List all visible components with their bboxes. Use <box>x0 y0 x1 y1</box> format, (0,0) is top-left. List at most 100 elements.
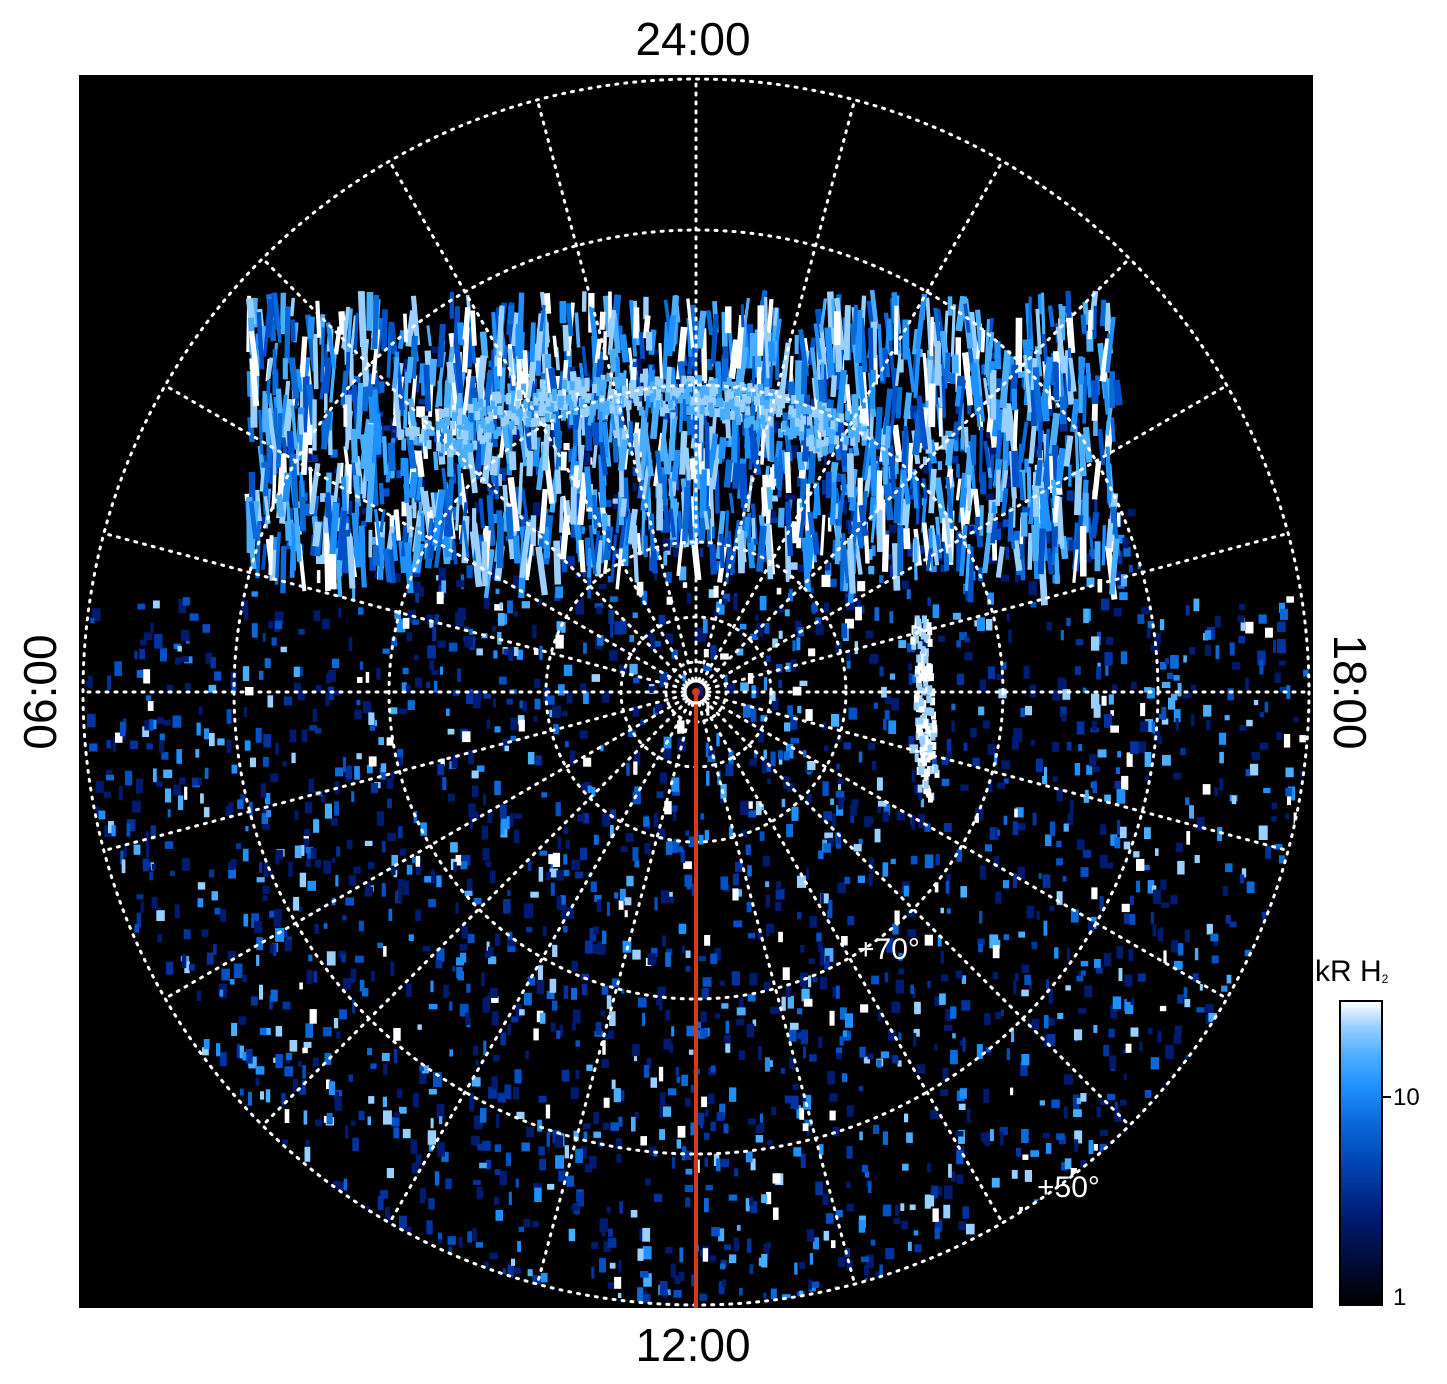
emission-pixel <box>1170 895 1178 905</box>
emission-streak <box>704 422 710 469</box>
emission-pixel <box>488 1086 497 1099</box>
emission-pixel <box>999 1131 1004 1146</box>
emission-pixel <box>1240 618 1246 631</box>
emission-streak <box>920 491 928 533</box>
emission-pixel <box>386 778 394 789</box>
emission-pixel <box>477 1191 484 1197</box>
emission-pixel <box>298 629 305 635</box>
emission-pixel <box>728 1194 738 1201</box>
emission-oval-pixel <box>808 434 814 444</box>
emission-pixel <box>142 726 149 737</box>
emission-pixel <box>231 764 238 774</box>
emission-pixel <box>104 825 112 837</box>
emission-pixel <box>858 1219 866 1233</box>
emission-pixel <box>1178 943 1184 956</box>
emission-pixel <box>1080 1159 1087 1170</box>
emission-pixel <box>1174 1025 1182 1036</box>
emission-pixel <box>1082 850 1092 858</box>
emission-pixel <box>837 778 844 785</box>
emission-pixel <box>1030 602 1037 608</box>
emission-pixel <box>761 1194 768 1203</box>
emission-streak <box>1011 388 1018 411</box>
emission-pixel <box>980 1132 989 1142</box>
emission-pixel <box>924 854 934 869</box>
emission-pixel <box>518 1226 524 1232</box>
emission-pixel <box>818 1144 824 1155</box>
emission-pixel <box>153 600 160 609</box>
emission-pixel <box>269 944 274 954</box>
emission-pixel <box>511 1258 515 1266</box>
emission-pixel <box>845 597 855 611</box>
emission-pixel <box>787 995 794 1009</box>
emission-pixel <box>685 830 690 836</box>
emission-pixel <box>156 717 165 724</box>
emission-pixel <box>828 578 837 588</box>
emission-arc-pixel <box>917 682 923 691</box>
emission-pixel <box>831 813 836 828</box>
emission-pixel <box>258 670 264 680</box>
emission-pixel <box>812 602 816 614</box>
emission-pixel <box>226 709 232 724</box>
emission-pixel <box>209 869 215 878</box>
emission-pixel <box>514 426 523 440</box>
emission-pixel <box>1024 458 1029 473</box>
emission-oval-pixel <box>599 402 605 412</box>
emission-pixel <box>760 1113 763 1123</box>
emission-pixel <box>378 737 384 745</box>
emission-pixel <box>85 681 89 687</box>
emission-pixel <box>748 933 755 939</box>
emission-oval-pixel <box>665 392 671 402</box>
emission-pixel <box>1278 855 1286 864</box>
emission-pixel <box>354 766 360 780</box>
emission-pixel <box>808 1279 812 1291</box>
emission-pixel <box>1161 681 1171 688</box>
emission-pixel <box>430 980 434 993</box>
emission-pixel <box>908 663 912 671</box>
emission-pixel <box>979 865 986 880</box>
emission-pixel <box>690 1084 696 1093</box>
emission-streak <box>312 333 319 390</box>
emission-pixel <box>597 634 604 646</box>
emission-pixel <box>261 813 269 825</box>
emission-pixel <box>681 945 686 954</box>
emission-pixel <box>794 620 802 632</box>
emission-oval-pixel <box>745 406 751 416</box>
emission-pixel <box>550 861 554 871</box>
emission-pixel <box>839 1036 844 1046</box>
emission-pixel <box>325 673 331 684</box>
emission-pixel <box>729 1254 737 1264</box>
emission-pixel <box>555 586 564 599</box>
emission-pixel <box>415 909 422 921</box>
colorbar-tick-mark <box>1383 1096 1391 1098</box>
emission-pixel <box>669 841 679 854</box>
emission-pixel <box>320 493 329 502</box>
emission-pixel <box>1171 693 1178 701</box>
emission-pixel <box>634 786 641 793</box>
emission-pixel <box>397 756 403 767</box>
emission-pixel <box>961 1000 971 1011</box>
emission-pixel <box>688 836 695 848</box>
emission-pixel <box>916 1064 926 1074</box>
emission-pixel <box>1141 864 1150 871</box>
emission-pixel <box>303 838 309 853</box>
emission-pixel <box>403 359 409 371</box>
emission-pixel <box>790 1095 799 1110</box>
emission-pixel <box>240 794 246 800</box>
emission-pixel <box>764 1057 770 1072</box>
emission-pixel <box>913 1028 920 1037</box>
emission-streak <box>1034 346 1043 377</box>
emission-pixel <box>964 636 970 643</box>
emission-streak <box>373 413 382 455</box>
emission-pixel <box>1180 747 1186 756</box>
emission-pixel <box>259 861 263 873</box>
emission-arc-pixel <box>927 638 933 647</box>
emission-pixel <box>591 1266 595 1279</box>
emission-streak <box>348 464 352 494</box>
emission-pixel <box>326 1113 333 1125</box>
emission-pixel <box>783 751 790 761</box>
emission-pixel <box>911 769 916 782</box>
emission-pixel <box>719 1103 726 1116</box>
emission-pixel <box>708 748 716 760</box>
emission-pixel <box>1189 805 1194 819</box>
emission-pixel <box>1014 530 1022 544</box>
